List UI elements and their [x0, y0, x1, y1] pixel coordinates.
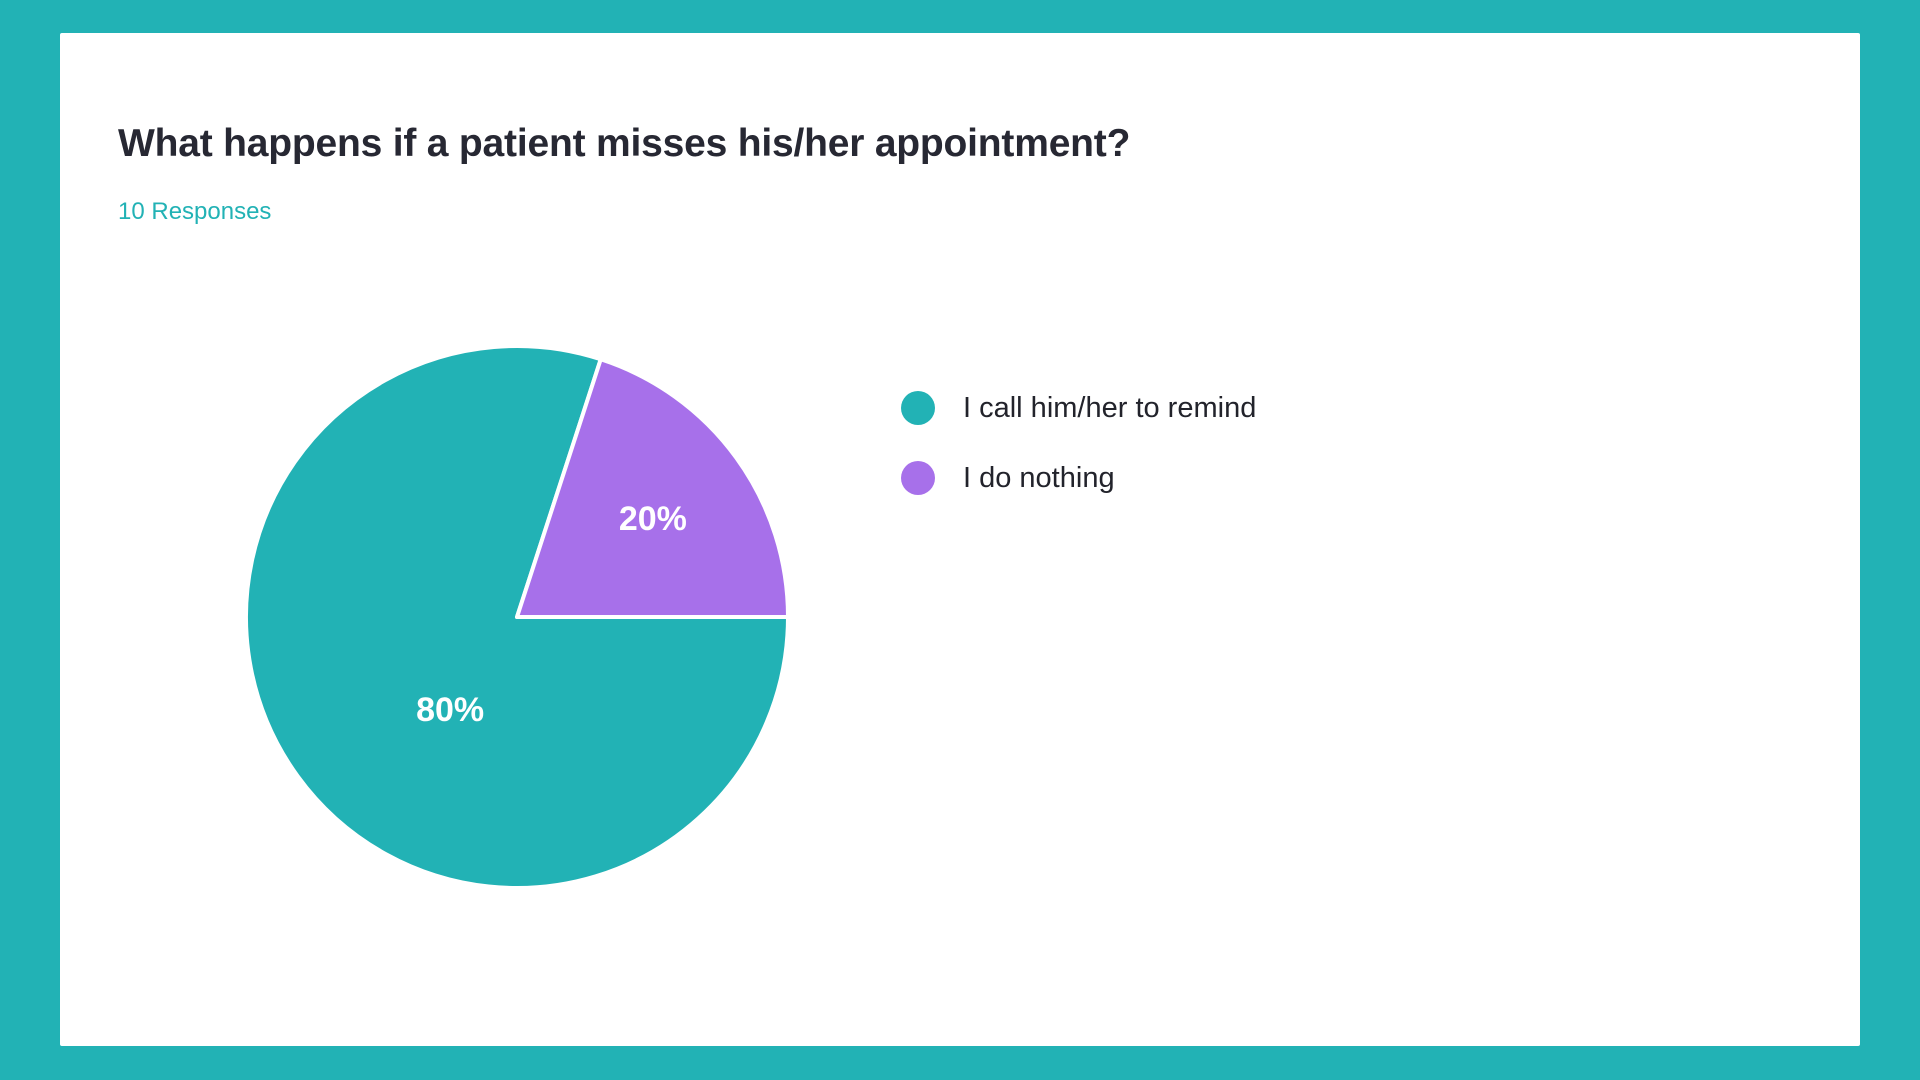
- pie-slice-2[interactable]: [515, 357, 790, 619]
- pie-slice-label-1: 80%: [416, 691, 484, 729]
- legend-swatch: [901, 391, 935, 425]
- legend-item-1[interactable]: I call him/her to remind: [901, 391, 1256, 425]
- legend-swatch: [901, 461, 935, 495]
- pie-slice-label-2: 20%: [619, 500, 687, 538]
- report-card: What happens if a patient misses his/her…: [60, 33, 1860, 1046]
- pie-slice-1[interactable]: [244, 344, 790, 890]
- pie-chart[interactable]: 80% 20%: [237, 337, 797, 897]
- response-count: 10 Responses: [118, 198, 272, 225]
- legend-label-2: I do nothing: [963, 461, 1115, 494]
- legend-item-2[interactable]: I do nothing: [901, 461, 1256, 495]
- chart-legend: I call him/her to remind I do nothing: [901, 391, 1256, 495]
- question-title: What happens if a patient misses his/her…: [118, 122, 1131, 165]
- legend-label-1: I call him/her to remind: [963, 391, 1257, 424]
